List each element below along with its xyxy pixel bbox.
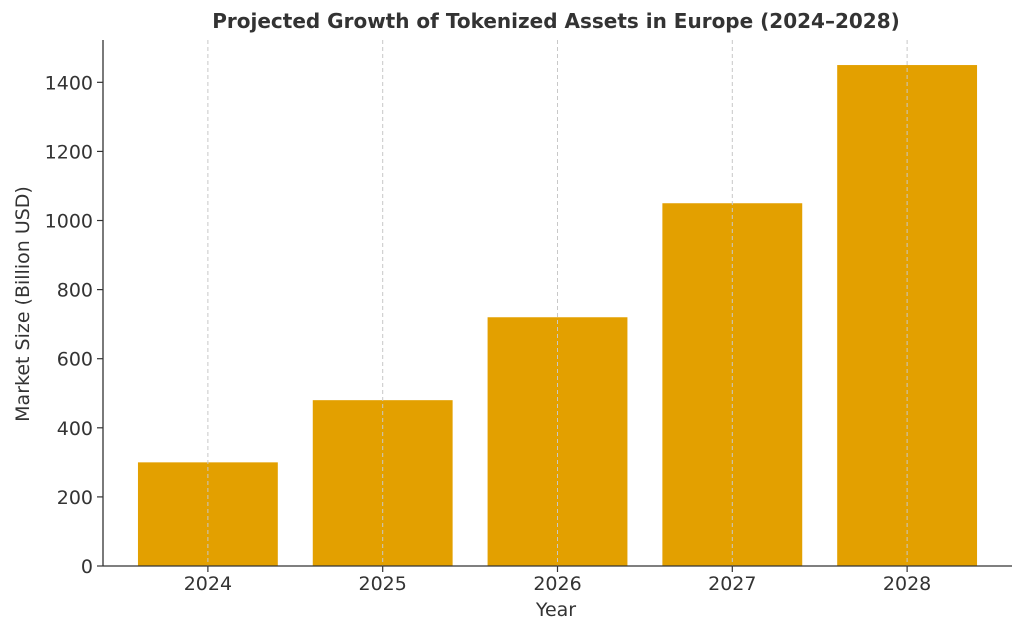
y-tick-label-400: 400: [57, 418, 93, 440]
y-axis-label: Market Size (Billion USD): [12, 186, 34, 422]
x-tick-label-2028: 2028: [883, 573, 931, 595]
y-tick-label-1200: 1200: [45, 141, 93, 163]
vertical-grid-layer: [207, 40, 908, 566]
y-tick-label-1400: 1400: [45, 72, 93, 94]
chart-title: Projected Growth of Tokenized Assets in …: [212, 9, 900, 33]
y-tick-label-0: 0: [81, 556, 93, 578]
y-tick-label-1000: 1000: [45, 211, 93, 233]
y-tick-label-600: 600: [57, 349, 93, 371]
x-tick-label-2027: 2027: [708, 573, 756, 595]
x-tick-label-2026: 2026: [533, 573, 581, 595]
y-tick-label-200: 200: [57, 487, 93, 509]
x-axis-label: Year: [535, 599, 576, 621]
tick-layer: 0 200 400 600 800 1000 1200 1400 2024 2025 2026 202…: [45, 72, 932, 595]
bar-2024: [137, 462, 278, 566]
x-tick-label-2024: 2024: [184, 573, 232, 595]
y-tick-label-800: 800: [57, 280, 93, 302]
x-tick-label-2025: 2025: [359, 573, 407, 595]
